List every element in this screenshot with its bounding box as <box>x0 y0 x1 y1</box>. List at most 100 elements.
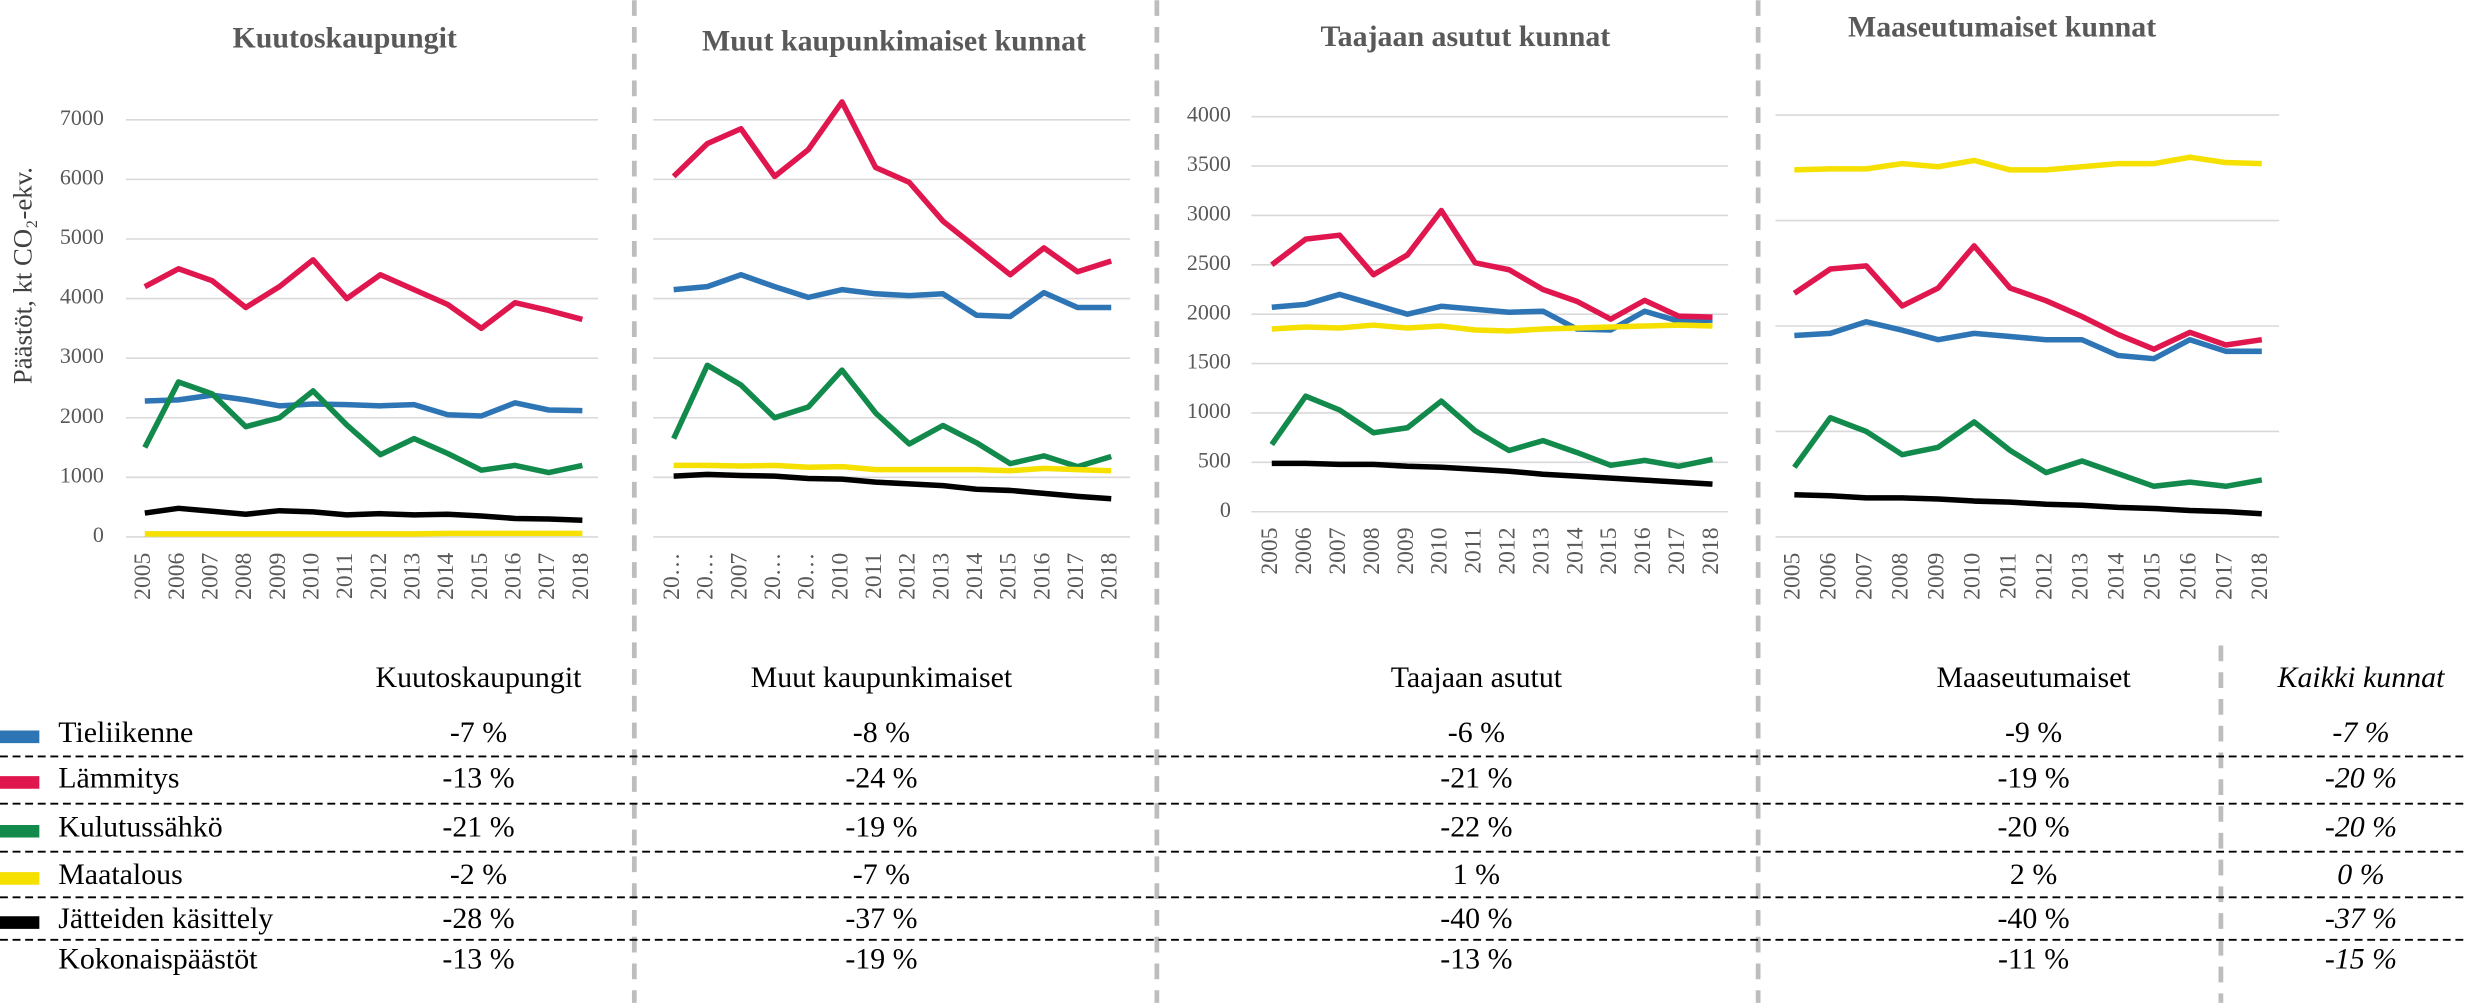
x-tick-label: 2018 <box>1097 553 1123 600</box>
x-tick-label: 2008 <box>1359 527 1385 574</box>
y-tick-label: 2000 <box>1187 299 1231 324</box>
cell: -21 % <box>442 811 514 844</box>
cell: -7 % <box>450 716 507 749</box>
x-tick-label: 2011 <box>332 553 358 599</box>
separators <box>631 0 2224 1003</box>
y-tick-label: 3500 <box>1187 151 1231 176</box>
chart-title: Maaseutumaiset kunnat <box>1847 11 2157 45</box>
row-label: Kokonaispäästöt <box>58 943 258 976</box>
x-tick-label: 20… <box>794 553 820 600</box>
cell: -24 % <box>845 762 917 795</box>
series-line <box>1794 491 2262 517</box>
y-tick-label: 0 <box>1220 497 1231 522</box>
x-tick-label: 2012 <box>895 553 921 600</box>
cell: -20 % <box>2325 811 2397 844</box>
series-line <box>144 530 583 537</box>
x-tick-label: 2013 <box>928 553 954 600</box>
x-tick-label: 20… <box>693 553 719 600</box>
x-tick-label: 2010 <box>1960 553 1986 600</box>
x-tick-label: 2006 <box>164 552 190 599</box>
cell: -28 % <box>442 902 514 935</box>
y-tick-label: 2500 <box>1187 250 1231 275</box>
cell: -40 % <box>1997 902 2069 935</box>
x-tick-label: 2008 <box>231 553 257 600</box>
cell: -19 % <box>845 811 917 844</box>
x-tick-label: 20… <box>659 553 685 600</box>
x-tick-label: 2005 <box>130 553 156 600</box>
series-line <box>673 462 1112 474</box>
x-tick-label: 2015 <box>467 553 493 600</box>
y-tick-label: 0 <box>93 522 104 547</box>
x-tick-label: 2014 <box>962 552 988 599</box>
row-label: Tieliikenne <box>58 716 193 749</box>
series-line <box>1271 460 1713 487</box>
x-tick-label: 2013 <box>2067 553 2093 600</box>
y-axis-label: Päästöt, kt CO₂-ekv. <box>7 167 37 384</box>
x-tick-label: 2018 <box>1698 527 1724 574</box>
title-box: Kuutoskaupungit <box>232 22 456 55</box>
x-tick-label: 2011 <box>1996 553 2022 599</box>
cell: -13 % <box>1440 943 1512 976</box>
cell: -13 % <box>442 943 514 976</box>
series-line <box>671 99 1113 278</box>
cell: -20 % <box>2325 762 2397 795</box>
x-tick-label: 2006 <box>1816 552 1842 599</box>
series-line <box>143 257 584 332</box>
x-tick-label: 2010 <box>299 553 325 600</box>
cell: 1 % <box>1453 858 1500 891</box>
y-tick-label: 6000 <box>60 164 104 189</box>
x-tick-label: 2009 <box>265 553 291 600</box>
x-tick-label: 2016 <box>1029 552 1055 599</box>
column-header: Taajaan asutut <box>1391 661 1563 694</box>
x-tick-label: 2013 <box>1528 527 1554 574</box>
series-line <box>144 392 583 419</box>
y-tick-label: 7000 <box>60 105 104 130</box>
x-tick-label: 2017 <box>1063 552 1089 599</box>
cell: -7 % <box>2332 716 2389 749</box>
cell: -2 % <box>450 858 507 891</box>
x-tick-label: 2009 <box>1393 527 1419 574</box>
column-header: Kuutoskaupungit <box>376 661 583 694</box>
x-tick-label: 2013 <box>399 553 425 600</box>
x-tick-label: 2007 <box>1852 552 1878 599</box>
y-tick-label: 1000 <box>1187 398 1231 423</box>
x-tick-label: 2018 <box>2247 553 2273 600</box>
x-tick-label: 2011 <box>1461 527 1487 573</box>
x-tick-label: 2014 <box>1562 527 1588 574</box>
x-tick-label: 20… <box>760 553 786 600</box>
cell: -15 % <box>2325 943 2397 976</box>
x-tick-label: 2016 <box>500 552 526 599</box>
title-box: Taajaan asutut kunnat <box>1320 20 1611 54</box>
cell: 0 % <box>2337 858 2384 891</box>
series-line <box>1270 207 1713 322</box>
y-tick-label: 3000 <box>60 343 104 368</box>
y-tick-label: 1500 <box>1187 349 1231 374</box>
series-line <box>1794 154 2262 173</box>
cell: -21 % <box>1440 762 1512 795</box>
cell: -19 % <box>845 943 917 976</box>
x-tick-label: 2015 <box>2139 553 2165 600</box>
x-tick-label: 2007 <box>1325 527 1351 574</box>
series-line <box>1271 291 1713 333</box>
series-line <box>673 271 1112 320</box>
x-tick-label: 2010 <box>827 553 853 600</box>
cell: 2 % <box>2010 858 2057 891</box>
series-line <box>673 471 1112 502</box>
y-tick-label: 4000 <box>60 284 104 309</box>
x-tick-label: 2016 <box>1630 527 1656 574</box>
x-tick-label: 2006 <box>1291 527 1317 574</box>
title-box: Muut kaupunkimaiset kunnat <box>702 25 1086 58</box>
x-tick-label: 2010 <box>1427 527 1453 574</box>
column-header: Maaseutumaiset <box>1936 661 2131 694</box>
cell: -22 % <box>1440 811 1512 844</box>
x-tick-label: 2012 <box>366 553 392 600</box>
y-tick-label: 2000 <box>60 403 104 428</box>
cell: -9 % <box>2005 716 2062 749</box>
y-tick-label: 5000 <box>60 224 104 249</box>
chart-title: Taajaan asutut kunnat <box>1320 20 1611 54</box>
row-label: Maatalous <box>58 858 183 891</box>
y-tick-label: 500 <box>1198 447 1231 472</box>
row-label: Jätteiden käsittely <box>58 902 273 935</box>
